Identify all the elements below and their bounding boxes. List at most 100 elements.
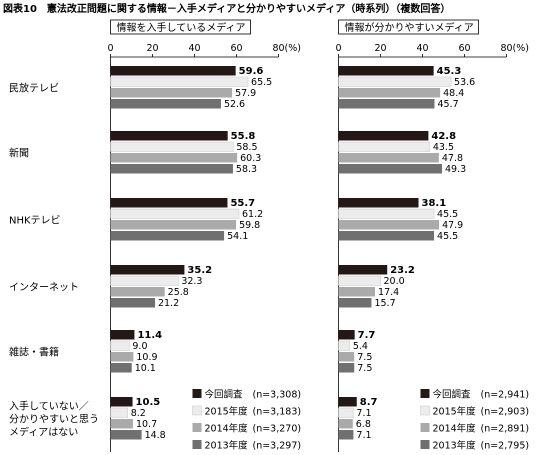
- legend-n: (n=2,891): [481, 424, 530, 435]
- bar-magazine-2013: [110, 363, 132, 373]
- bar-none-2015: [338, 407, 354, 418]
- category-label: 雑誌・書籍: [9, 346, 59, 359]
- bar-newspaper-2014: [338, 153, 439, 163]
- panel-title: 情報が分かりやすいメディア: [345, 21, 474, 34]
- bar-newspaper-2013: [110, 164, 233, 174]
- data-label: 45.5: [437, 231, 458, 242]
- category-label: NHKテレビ: [9, 215, 61, 227]
- legend-swatch: [420, 423, 430, 432]
- legend-n: (n=3,270): [253, 424, 302, 435]
- legend-label: 今回調査: [433, 389, 472, 401]
- data-label: 10.9: [136, 352, 157, 363]
- bar-minpo-tv-2014: [110, 88, 233, 98]
- data-label: 49.3: [445, 164, 466, 175]
- data-label: 10.5: [136, 397, 161, 408]
- data-label: 60.3: [240, 153, 261, 164]
- x-tick-label: 80: [500, 43, 512, 54]
- bar-nhk-tv-current: [338, 198, 419, 208]
- data-label: 7.5: [357, 363, 372, 374]
- legend-swatch: [192, 389, 202, 398]
- data-label: 53.6: [454, 77, 475, 88]
- data-label: 47.8: [442, 153, 463, 164]
- data-label: 10.7: [136, 419, 157, 430]
- bar-magazine-2015: [110, 340, 130, 351]
- bar-none-2013: [338, 430, 354, 440]
- bar-none-current: [110, 397, 133, 407]
- x-tick-label: 60: [230, 43, 242, 54]
- bar-minpo-tv-current: [338, 66, 434, 76]
- panel-title-box: [338, 19, 479, 35]
- data-label: 45.5: [437, 209, 458, 220]
- panel-acquired-media: 情報を入手しているメディア 0 20 40 60 80 (%) 59.6 55.8 55.7 35.…: [107, 19, 302, 452]
- x-tick-label: 0: [335, 43, 341, 54]
- bar-newspaper-2015: [110, 141, 234, 152]
- x-unit-label: (%): [513, 43, 529, 54]
- bar-minpo-tv-2013: [338, 99, 435, 109]
- bar-newspaper-2015: [338, 141, 431, 152]
- data-label: 58.5: [236, 142, 257, 153]
- legend-label: 2015年度: [205, 406, 249, 418]
- legend-swatch: [192, 423, 202, 432]
- data-label: 9.0: [132, 341, 147, 352]
- data-label: 25.8: [168, 287, 189, 298]
- data-label: 45.7: [437, 99, 458, 110]
- bar-minpo-tv-2013: [110, 99, 221, 109]
- legend-n: (n=3,308): [253, 390, 302, 401]
- bar-minpo-tv-2014: [338, 88, 441, 98]
- data-label: 45.3: [437, 66, 462, 77]
- data-label: 38.1: [422, 198, 447, 209]
- bar-nhk-tv-2014: [338, 220, 440, 230]
- bar-internet-current: [110, 265, 185, 275]
- data-label: 7.1: [356, 430, 371, 441]
- bar-nhk-tv-2013: [338, 231, 435, 241]
- category-label: 分かりやすいと思う: [9, 414, 99, 426]
- legend-label: 2015年度: [433, 406, 477, 418]
- data-label: 52.6: [224, 99, 245, 110]
- data-label: 59.6: [239, 66, 264, 77]
- data-label: 47.9: [442, 220, 463, 231]
- data-label: 7.5: [357, 352, 372, 363]
- data-label: 6.8: [356, 419, 371, 430]
- data-label: 61.2: [242, 209, 263, 220]
- data-label: 20.0: [384, 276, 405, 287]
- data-label: 43.5: [433, 142, 454, 153]
- data-label: 7.7: [358, 330, 376, 341]
- legend-n: (n=2,941): [481, 390, 530, 401]
- x-tick-label: 80: [272, 43, 284, 54]
- figure-title: 図表10 憲法改正問題に関する情報－入手メディアと分かりやすいメディア（時系列）…: [3, 2, 450, 15]
- x-tick-label: 40: [188, 43, 200, 54]
- legend-label: 今回調査: [205, 389, 244, 401]
- legend-swatch: [420, 405, 430, 416]
- category-label: 民放テレビ: [9, 82, 59, 95]
- data-label: 7.1: [356, 408, 371, 419]
- panel-understandable-media: 情報が分かりやすいメディア 0 20 40 60 80 (%) 45.3 42.8 38.1 23.…: [335, 19, 530, 452]
- bar-none-current: [338, 397, 357, 407]
- x-unit-label: (%): [285, 43, 301, 54]
- data-label: 65.5: [251, 77, 272, 88]
- data-label: 59.8: [239, 220, 260, 231]
- data-label: 48.4: [443, 88, 464, 99]
- panel-title: 情報を入手しているメディア: [117, 21, 246, 34]
- panel-title-box: [110, 19, 251, 35]
- bar-minpo-tv-2015: [110, 76, 249, 87]
- legend-n: (n=2,903): [481, 407, 530, 418]
- x-tick-label: 0: [107, 43, 113, 54]
- legend-label: 2014年度: [433, 423, 477, 435]
- data-label: 42.8: [431, 131, 456, 142]
- legend-label: 2013年度: [433, 440, 477, 452]
- bar-newspaper-current: [110, 131, 228, 141]
- category-label: 新聞: [9, 147, 29, 160]
- bar-magazine-2015: [338, 340, 351, 351]
- x-tick-label: 40: [416, 43, 428, 54]
- legend-n: (n=3,183): [253, 407, 302, 418]
- legend-label: 2014年度: [205, 423, 249, 435]
- legend-swatch: [192, 405, 202, 416]
- bar-minpo-tv-2015: [338, 76, 452, 87]
- bar-none-2014: [338, 419, 353, 429]
- bar-nhk-tv-2013: [110, 231, 225, 241]
- bar-internet-2014: [110, 287, 165, 297]
- data-label: 35.2: [187, 265, 212, 276]
- bar-internet-2015: [338, 275, 381, 286]
